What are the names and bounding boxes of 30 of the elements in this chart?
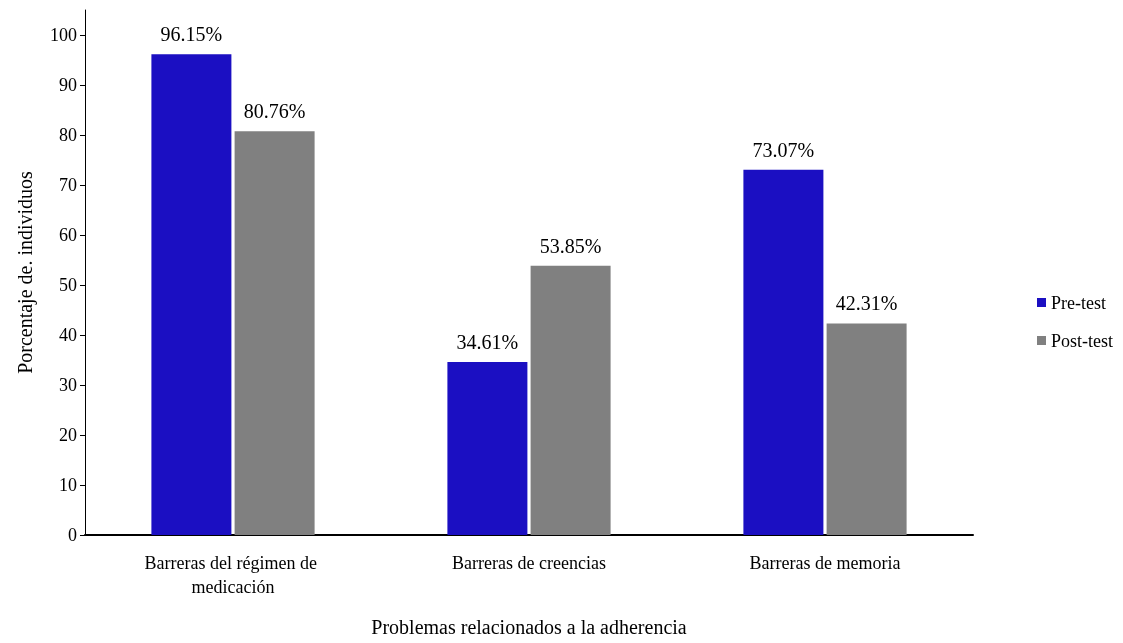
x-axis-title: Problemas relacionados a la adherencia [371, 616, 687, 638]
y-tick-label: 50 [59, 275, 77, 295]
data-label: 80.76% [243, 100, 306, 123]
x-tick-label: Barreras del régimen de medicación [144, 553, 322, 597]
y-tick-label: 80 [59, 125, 77, 145]
bar [151, 54, 232, 535]
y-tick-label: 0 [68, 525, 77, 545]
bar [447, 361, 528, 535]
y-tick-label: 90 [59, 75, 77, 95]
y-tick-label: 20 [59, 425, 77, 445]
data-label: 53.85% [539, 234, 602, 257]
y-tick-label: 10 [59, 475, 77, 495]
y-axis-title: Porcentaje de. individuos [14, 170, 37, 374]
y-tick-label: 60 [59, 225, 77, 245]
bar [530, 265, 611, 535]
x-tick-label: Barreras de creencias [452, 553, 606, 573]
bar [234, 131, 315, 535]
legend-label: Post-test [1050, 330, 1114, 351]
y-tick-label: 100 [50, 25, 77, 45]
x-tick-label: Barreras de memoria [749, 553, 901, 573]
y-tick-label: 40 [59, 325, 77, 345]
y-tick-label: 70 [59, 175, 77, 195]
y-tick-label: 30 [59, 375, 77, 395]
data-label: 96.15% [160, 23, 223, 46]
data-label: 42.31% [835, 292, 898, 315]
data-label: 73.07% [752, 138, 815, 161]
data-label: 34.61% [456, 330, 519, 353]
bar [743, 169, 824, 535]
legend-label: Pre-test [1050, 292, 1106, 313]
bar [826, 323, 907, 535]
